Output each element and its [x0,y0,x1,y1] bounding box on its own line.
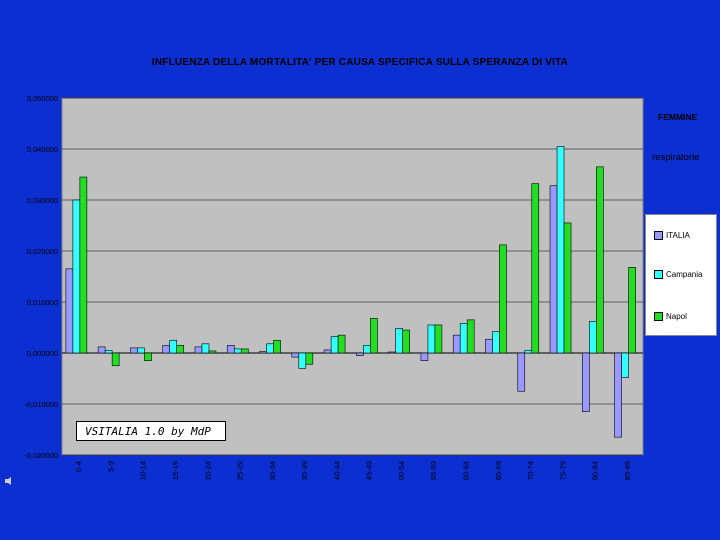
legend-label-italia: ITALIA [666,231,690,240]
x-tick-label: 30-34 [268,461,277,480]
bar-campania-25-29 [233,348,242,354]
bar-campania-45-49 [363,345,371,354]
bar-napol-35-39 [305,352,314,365]
bar-italia-60-64 [452,334,461,354]
watermark-label: VSITALIA 1.0 by MdP [76,421,226,441]
bar-campania-15-19 [169,339,178,354]
y-tick-label: -0,010000 [24,400,58,409]
chart-title: INFLUENZA DELLA MORTALITA' PER CAUSA SPE… [151,57,569,68]
legend-swatch-campania [654,270,663,279]
x-tick-label: 15-19 [171,461,180,480]
bar-napol-0-4 [79,176,88,354]
y-tick-label: 0,040000 [27,145,58,154]
bar-napol-45-49 [370,318,378,354]
x-tick-label: 75-79 [558,461,567,480]
y-tick-label: 0,010000 [27,298,58,307]
legend: ITALIA Campania Napol [645,214,717,336]
group-label: FEMMINE [658,112,698,122]
x-tick-label: 25-29 [236,461,245,480]
x-tick-label: 40-44 [332,461,341,480]
cause-label: respiratorie [652,152,700,163]
bar-napol-85-89 [628,267,636,354]
x-tick-label: 20-24 [203,461,212,480]
legend-swatch-napoli [654,312,663,321]
bar-campania-85-89 [621,352,629,378]
bar-italia-40-44 [323,349,332,354]
legend-item-campania: Campania [654,270,702,279]
legend-swatch-italia [654,231,663,240]
bar-campania-5-9 [104,350,113,354]
bar-napol-70-74 [531,183,540,354]
bar-italia-65-69 [485,338,493,354]
y-tick-label: 0,050000 [27,94,58,103]
bar-italia-25-29 [226,345,235,354]
legend-item-italia: ITALIA [654,231,690,240]
x-tick-label: 10-14 [139,461,148,480]
bar-campania-70-74 [524,350,533,354]
bar-italia-50-54 [388,351,396,354]
bar-napol-55-59 [434,324,443,354]
bar-italia-10-14 [130,347,138,354]
plot-area [61,97,644,456]
bar-napol-25-29 [240,348,249,354]
x-tick-label: 70-74 [526,461,535,480]
bar-campania-35-39 [298,352,307,369]
bar-italia-70-74 [517,352,526,392]
x-tick-label: 80-84 [591,461,600,480]
bar-napol-20-24 [208,350,217,354]
bar-campania-50-54 [395,328,403,354]
bar-campania-10-14 [137,347,145,354]
sound-icon[interactable] [4,476,12,486]
bar-italia-85-89 [614,352,622,438]
legend-label-napoli: Napol [666,312,687,321]
bar-napol-60-64 [466,319,475,354]
bar-napol-15-19 [176,345,185,354]
x-tick-label: 45-49 [365,461,374,480]
x-tick-label: 65-69 [494,461,503,480]
bar-campania-65-69 [492,331,500,354]
bar-campania-30-34 [266,343,274,354]
x-tick-label: 0-4 [74,461,83,472]
bar-italia-30-34 [259,351,267,354]
bar-italia-35-39 [291,352,300,358]
bar-italia-15-19 [162,345,171,354]
bar-campania-20-24 [201,343,210,354]
bar-italia-45-49 [356,352,364,356]
bar-campania-60-64 [459,323,468,354]
bar-italia-5-9 [97,346,106,354]
bar-campania-40-44 [330,336,339,354]
bar-italia-0-4 [65,268,74,354]
bar-campania-55-59 [427,324,436,354]
bar-napol-10-14 [144,352,152,361]
y-tick-label: 0,000000 [27,349,58,358]
bar-italia-20-24 [194,346,203,354]
legend-item-napoli: Napol [654,312,687,321]
bar-campania-80-84 [589,321,597,354]
bar-campania-0-4 [72,199,81,354]
bar-italia-80-84 [582,352,590,412]
bar-italia-55-59 [420,352,429,361]
bar-napol-30-34 [273,339,281,354]
x-tick-label: 5-9 [106,461,115,472]
bar-napol-75-79 [563,222,572,354]
bar-campania-75-79 [556,146,565,354]
x-tick-label: 50-54 [397,461,406,480]
y-tick-label: 0,030000 [27,196,58,205]
x-tick-label: 85-89 [623,461,632,480]
legend-label-campania: Campania [666,270,703,279]
bar-napol-5-9 [111,352,120,367]
bar-napol-40-44 [337,334,346,354]
y-tick-label: -0,020000 [24,451,58,460]
bar-italia-75-79 [549,185,558,354]
x-tick-label: 60-64 [461,461,470,480]
bar-napol-65-69 [499,244,507,354]
bar-napol-50-54 [402,329,410,354]
x-tick-label: 35-39 [300,461,309,480]
bar-napol-80-84 [596,166,604,354]
y-tick-label: 0,020000 [27,247,58,256]
x-tick-label: 55-59 [429,461,438,480]
